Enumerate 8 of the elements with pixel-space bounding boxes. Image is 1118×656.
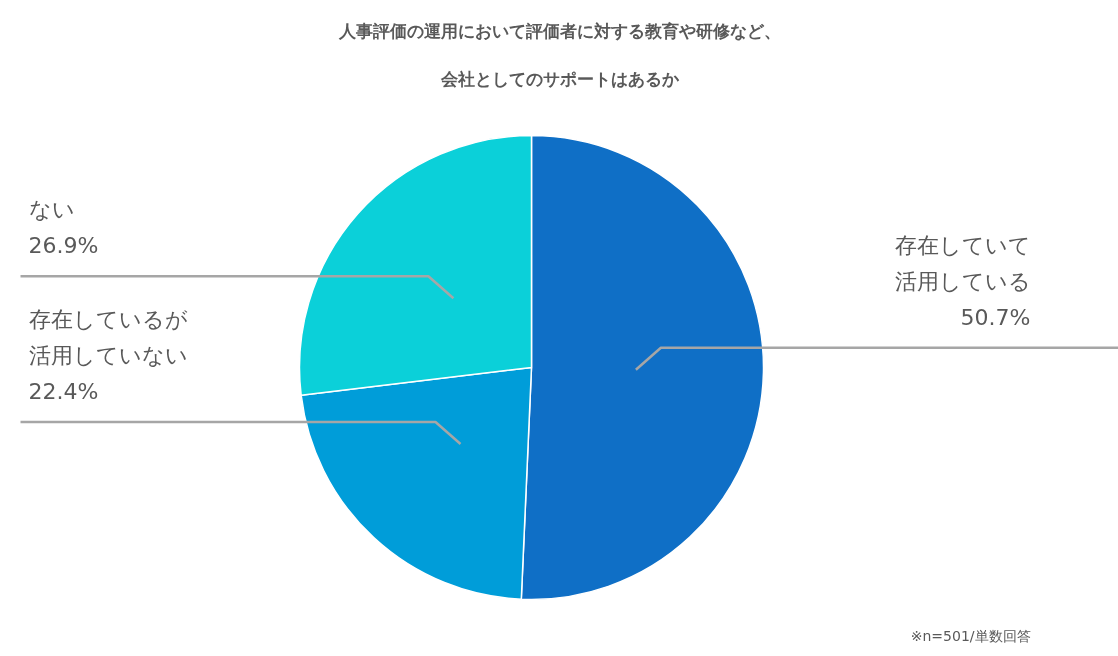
chart-title: 人事評価の運用において評価者に対する教育や研修など、会社としてのサポートはあるか xyxy=(338,20,781,89)
slice-label: 存在しているが活用していない xyxy=(28,307,188,369)
data-label: 50.7% xyxy=(960,304,1031,330)
data-label: 26.9% xyxy=(28,233,99,259)
slice-label: 存在していて活用している xyxy=(894,232,1031,294)
slice-label: ない xyxy=(28,197,75,223)
text: ※n=501/単数回答 xyxy=(910,627,1031,644)
data-label: 22.4% xyxy=(28,379,99,405)
